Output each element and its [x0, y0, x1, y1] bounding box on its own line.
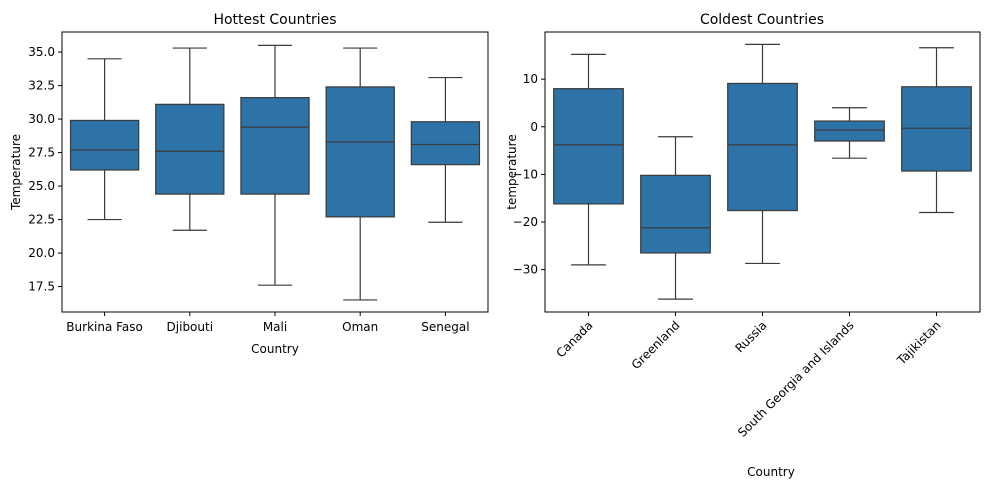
coldest-y-tick-label: 0	[530, 120, 538, 134]
coldest-plot-frame	[544, 31, 981, 313]
coldest-y-tick-label: −10	[513, 167, 538, 181]
iqr-box	[410, 121, 481, 166]
hottest-box-2	[240, 44, 310, 286]
iqr-box	[325, 86, 395, 218]
coldest-x-tick-label: Canada	[553, 318, 595, 360]
coldest-y-axis-label: temperature	[505, 134, 519, 209]
hottest-y-tick-label: 25.0	[28, 179, 55, 193]
hottest-y-tick-label: 27.5	[28, 146, 55, 160]
iqr-box	[640, 174, 711, 254]
hottest-x-tick-label: Burkina Faso	[66, 320, 143, 334]
coldest-y-ticks: −30 −20 −10 0 10	[513, 72, 545, 277]
iqr-box	[240, 97, 310, 195]
hottest-chart-title: Hottest Countries	[213, 12, 336, 28]
hottest-y-tick-label: 17.5	[28, 280, 55, 294]
iqr-box	[553, 88, 624, 205]
coldest-box-1	[640, 136, 711, 300]
hottest-y-tick-label: 30.0	[28, 112, 55, 126]
iqr-box	[155, 103, 225, 195]
coldest-box-4	[901, 47, 972, 214]
coldest-y-tick-label: −30	[513, 263, 538, 277]
hottest-y-ticks: 17.5 20.0 22.5 25.0 27.5 30.0 32.5 35.0	[28, 45, 62, 294]
coldest-x-tick-label: Russia	[732, 318, 769, 355]
hottest-y-tick-label: 22.5	[28, 213, 55, 227]
hottest-x-tick-label: Djibouti	[167, 320, 214, 334]
coldest-x-tick-label: Greenland	[629, 318, 683, 372]
hottest-x-tick-label: Mali	[263, 320, 287, 334]
hottest-x-axis-label: Country	[251, 342, 299, 356]
hottest-plot-frame	[61, 31, 489, 313]
chart-hottest: 17.5 20.0 22.5 25.0 27.5 30.0 32.5 35.0 Burkina…	[9, 12, 489, 356]
coldest-x-tick-label: Tajikistan	[894, 318, 944, 368]
hottest-box-3	[325, 47, 395, 301]
iqr-box	[69, 119, 140, 171]
iqr-box	[901, 86, 972, 172]
iqr-box	[814, 120, 885, 142]
hottest-boxes-group	[69, 44, 481, 301]
hottest-y-tick-label: 35.0	[28, 45, 55, 59]
iqr-box	[727, 82, 798, 212]
coldest-y-tick-label: −20	[513, 215, 538, 229]
coldest-chart-title: Coldest Countries	[700, 12, 824, 28]
coldest-box-0	[553, 53, 624, 266]
coldest-boxes-group	[553, 43, 972, 300]
coldest-y-tick-label: 10	[523, 72, 538, 86]
hottest-box-1	[155, 47, 225, 231]
coldest-box-3	[814, 107, 885, 159]
hottest-y-axis-label: Temperature	[9, 134, 23, 211]
hottest-x-tick-label: Senegal	[421, 320, 469, 334]
hottest-x-ticks: Burkina Faso Djibouti Mali Oman Senegal	[66, 312, 470, 334]
hottest-box-0	[69, 58, 140, 221]
hottest-x-tick-label: Oman	[342, 320, 378, 334]
coldest-box-2	[727, 43, 798, 265]
coldest-x-axis-label: Country	[747, 465, 795, 479]
hottest-box-4	[410, 76, 481, 223]
hottest-y-tick-label: 32.5	[28, 79, 55, 93]
hottest-y-tick-label: 20.0	[28, 246, 55, 260]
